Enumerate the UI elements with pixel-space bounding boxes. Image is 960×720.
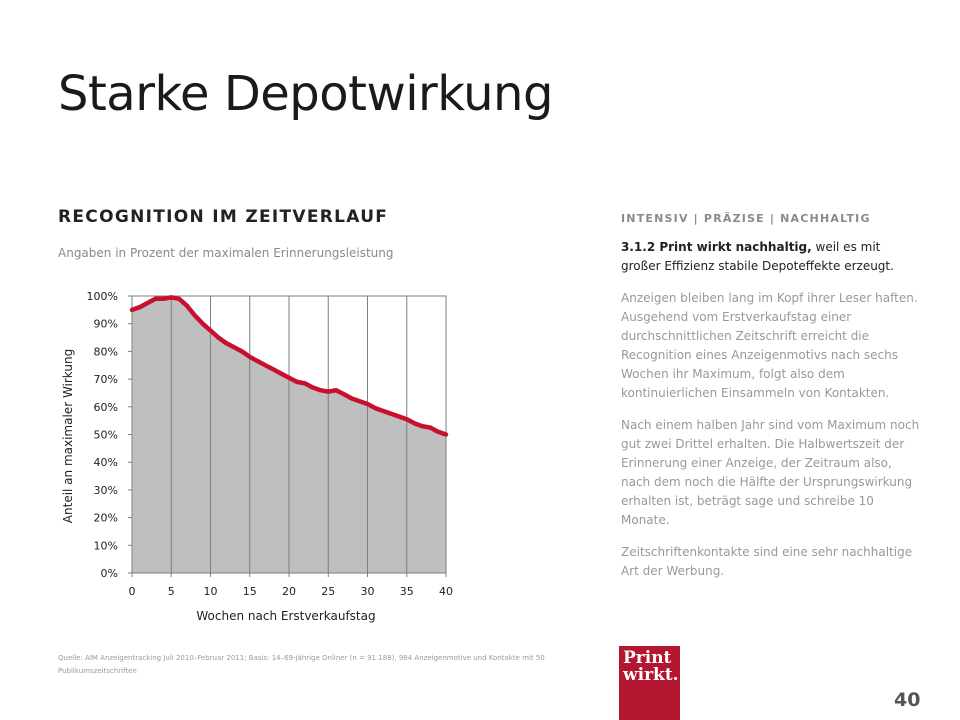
plot-area: 0% 10% 20% 30% 40% 50% 60% 70% 80% 90% 100% 0 5 10 15 2… bbox=[87, 290, 453, 598]
page-number: 40 bbox=[894, 689, 921, 711]
print-wirkt-logo: Print wirkt. bbox=[619, 646, 680, 720]
y-tick-label: 80% bbox=[94, 345, 118, 358]
y-tick-label: 50% bbox=[94, 429, 118, 442]
sidebar-paragraph: Zeitschriftenkontakte sind eine sehr nac… bbox=[621, 545, 913, 578]
sidebar-text: INTENSIV | PRÄZISE | NACHHALTIG 3.1.2 Pr… bbox=[621, 212, 921, 594]
sidebar-paragraph: Anzeigen bleiben lang im Kopf ihrer Lese… bbox=[621, 291, 918, 400]
sidebar-lead-bold: 3.1.2 Print wirkt nachhaltig, bbox=[621, 240, 812, 254]
x-tick-label: 20 bbox=[282, 585, 296, 598]
x-tick-label: 30 bbox=[361, 585, 375, 598]
slide-title: Starke Depotwirkung bbox=[58, 66, 553, 122]
x-tick-label: 15 bbox=[243, 585, 257, 598]
sidebar-kicker: INTENSIV | PRÄZISE | NACHHALTIG bbox=[621, 212, 871, 225]
series-line bbox=[129, 295, 449, 437]
section-heading: RECOGNITION IM ZEITVERLAUF bbox=[58, 207, 389, 227]
y-tick-label: 30% bbox=[94, 484, 118, 497]
chart-svg: 0% 10% 20% 30% 40% 50% 60% 70% 80% 90% 100% 0 5 10 15 2… bbox=[61, 290, 453, 623]
x-axis-label: Wochen nach Erstverkaufstag bbox=[196, 609, 375, 623]
x-tick-label: 40 bbox=[439, 585, 453, 598]
y-tick-label: 10% bbox=[94, 539, 118, 552]
sidebar-lead: 3.1.2 Print wirkt nachhaltig, weil es mi… bbox=[621, 238, 921, 276]
logo-text-line2: wirkt. bbox=[623, 665, 679, 685]
x-tick-label: 25 bbox=[321, 585, 335, 598]
y-tick-label: 0% bbox=[101, 567, 118, 580]
x-tick-label: 35 bbox=[400, 585, 414, 598]
logo-text-line1: Print bbox=[623, 648, 672, 668]
y-tick-label: 20% bbox=[94, 512, 118, 525]
recognition-chart: 0% 10% 20% 30% 40% 50% 60% 70% 80% 90% 100% 0 5 10 15 2… bbox=[40, 280, 470, 636]
sidebar-paragraph: Nach einem halben Jahr sind vom Maximum … bbox=[621, 418, 920, 527]
chart-subheading: Angaben in Prozent der maximalen Erinner… bbox=[58, 246, 394, 260]
sidebar-lead-rest: weil es mit großer Effizienz stabile Dep… bbox=[621, 240, 894, 273]
y-tick-label: 90% bbox=[94, 318, 118, 331]
y-tick-label: 60% bbox=[94, 401, 118, 414]
x-tick-label: 5 bbox=[168, 585, 175, 598]
y-tick-label: 100% bbox=[87, 290, 118, 303]
y-tick-label: 40% bbox=[94, 456, 118, 469]
y-axis-label: Anteil an maximaler Wirkung bbox=[61, 349, 75, 523]
x-tick-label: 10 bbox=[204, 585, 218, 598]
source-note: Quelle: AIM Anzeigentracking Juli 2010–F… bbox=[58, 654, 545, 675]
x-tick-label: 0 bbox=[129, 585, 136, 598]
y-tick-label: 70% bbox=[94, 373, 118, 386]
